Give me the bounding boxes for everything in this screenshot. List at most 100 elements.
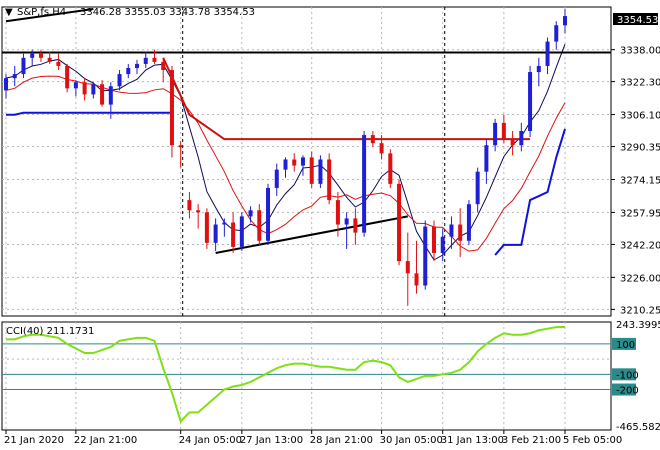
current-price-label: 3354.53	[617, 15, 658, 26]
cci-level-box	[612, 383, 636, 396]
candle-body	[466, 204, 471, 241]
candle-body	[510, 139, 515, 146]
cci-panel	[1, 321, 612, 431]
trend-line	[5, 8, 94, 23]
candle-body	[47, 57, 52, 62]
candle-body	[38, 53, 43, 58]
candle-body	[283, 159, 288, 170]
candle-body	[30, 53, 35, 58]
candle-body	[300, 157, 305, 166]
price-panel	[1, 6, 612, 317]
cci-levels	[2, 322, 611, 430]
candle-body	[370, 135, 375, 144]
candle-body	[196, 210, 201, 213]
candle-body	[239, 216, 244, 247]
price-tick-label: 3242.20	[620, 240, 660, 251]
ma-fast-line	[5, 44, 566, 261]
symbol-label: S&P,fs,H4	[17, 7, 66, 18]
candle-body	[91, 84, 96, 95]
candle-body	[257, 210, 262, 241]
candle-body	[117, 74, 122, 87]
cci-tick-label: -100	[616, 370, 639, 381]
cci-tick-label: 100	[616, 340, 635, 351]
candle-body	[143, 57, 148, 64]
candle-body	[353, 218, 358, 233]
candle-body	[231, 222, 236, 247]
price-tick-label: 3290.35	[620, 143, 660, 154]
candle-body	[213, 224, 218, 243]
candle-body	[266, 187, 271, 241]
price-tick-label: 3274.15	[620, 175, 660, 186]
price-tick-label: 3306.10	[620, 111, 660, 122]
candle-body	[519, 131, 524, 146]
cci-level-box	[612, 337, 636, 350]
time-tick-label: 27 Jan 13:00	[240, 435, 303, 446]
candle-body	[388, 153, 393, 184]
candle-body	[152, 57, 157, 62]
candle-body	[327, 159, 332, 201]
candle-body	[108, 86, 113, 105]
price-tick-label: 3226.00	[620, 273, 660, 284]
candle-body	[56, 61, 61, 66]
cci-level-box	[612, 368, 636, 381]
candle-body	[335, 200, 340, 225]
time-tick-label: 5 Feb 05:00	[563, 435, 622, 446]
cci-tick-label: 243.3995	[616, 320, 660, 331]
cci-title: CCI(40) 211.1731	[6, 326, 94, 337]
candle-body	[4, 78, 8, 91]
cci-tick-label: -465.5823	[616, 422, 660, 433]
indicator-lines	[2, 8, 611, 261]
price-axis: 3338.00 3322.30 3306.10 3290.35 3274.15 3257.…	[611, 46, 660, 316]
ma-long-line	[6, 111, 172, 116]
candle-body	[161, 61, 166, 71]
candle-body	[318, 159, 323, 184]
time-tick-label: 30 Jan 05:00	[380, 435, 443, 446]
candle-body	[501, 122, 506, 140]
time-tick-label: 24 Jan 05:00	[179, 435, 242, 446]
candle-body	[536, 65, 541, 73]
candle-body	[187, 200, 192, 211]
price-tick-label: 3338.00	[620, 46, 660, 57]
price-tick-label: 3210.25	[620, 305, 660, 316]
red-level-line	[162, 57, 531, 141]
candle-body	[554, 25, 559, 42]
candle-body	[449, 224, 454, 237]
cci-tick-label: -200	[616, 386, 639, 397]
ma-long-line	[494, 128, 566, 256]
price-tick-label: 3257.95	[620, 208, 660, 219]
candle-body	[414, 273, 419, 286]
candle-body	[204, 212, 209, 243]
candle-body	[475, 171, 480, 205]
time-tick-label: 28 Jan 21:00	[310, 435, 373, 446]
time-tick-label: 21 Jan 2020	[4, 435, 64, 446]
candle-body	[493, 122, 498, 146]
candle-body	[12, 74, 17, 79]
candle-body	[126, 67, 131, 75]
dropdown-arrow-icon[interactable]: ▼	[5, 7, 13, 18]
candle-body	[362, 135, 367, 233]
time-tick-label: 22 Jan 21:00	[74, 435, 137, 446]
time-tick-label: 31 Jan 13:00	[441, 435, 504, 446]
candle-body	[379, 143, 384, 154]
candle-body	[423, 226, 428, 286]
time-tick-label: 3 Feb 21:00	[502, 435, 561, 446]
ohlc-label: 3346.28 3355.03 3343.78 3354.53	[80, 7, 255, 18]
candle-body	[344, 218, 349, 225]
candle-body	[397, 183, 402, 262]
cci-line	[6, 326, 566, 424]
current-price-box	[613, 13, 658, 25]
candle-body	[100, 84, 105, 105]
candle-body	[65, 65, 70, 89]
price-tick-label: 3322.30	[620, 78, 660, 89]
candle-body	[440, 236, 445, 253]
candle-body	[82, 82, 87, 95]
candle-body	[21, 57, 26, 75]
candle-body	[431, 226, 436, 253]
candle-body	[484, 145, 489, 172]
candle-body	[274, 169, 279, 188]
ma-slow-line	[5, 75, 566, 252]
cci-axis: 243.3995 100 -100 -200 -465.5823	[612, 320, 660, 433]
candle-body	[545, 41, 550, 66]
